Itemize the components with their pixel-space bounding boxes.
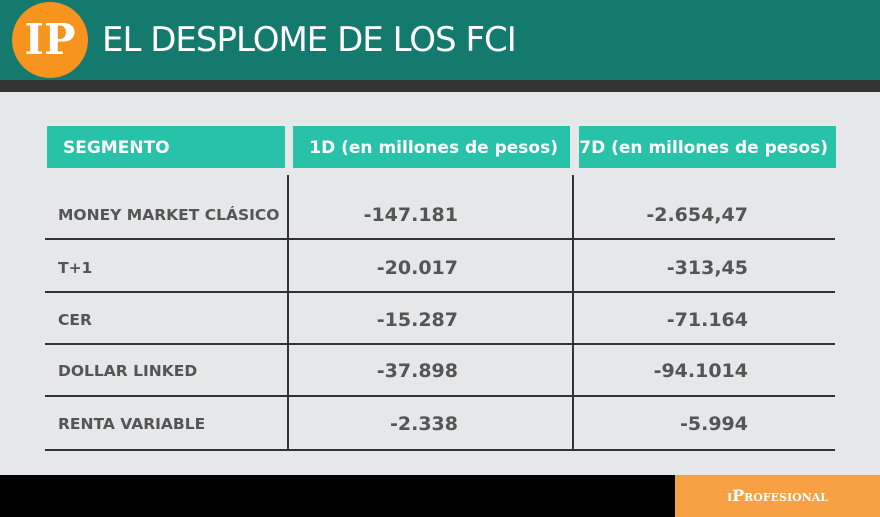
cell-value: -313,45 xyxy=(666,257,748,279)
column-header: 7D (en millones de pesos) xyxy=(579,126,836,168)
row-divider xyxy=(45,449,835,451)
cell-value: -15.287 xyxy=(376,309,458,331)
row-label: T+1 xyxy=(58,259,93,277)
cell-value: -71.164 xyxy=(666,309,748,331)
column-header: 1D (en millones de pesos) xyxy=(293,126,570,168)
cell-value: -20.017 xyxy=(376,257,458,279)
column-divider xyxy=(572,175,574,450)
cell-value: -37.898 xyxy=(376,360,458,382)
row-divider xyxy=(45,343,835,345)
row-label: RENTA VARIABLE xyxy=(58,415,206,433)
column-divider xyxy=(287,175,289,450)
header-bar xyxy=(0,0,880,80)
row-divider xyxy=(45,291,835,293)
cell-value: -2.338 xyxy=(390,413,458,435)
header-band xyxy=(0,80,880,92)
row-divider xyxy=(45,395,835,397)
row-divider xyxy=(45,238,835,240)
cell-value: -147.181 xyxy=(363,204,458,226)
cell-value: -5.994 xyxy=(680,413,748,435)
cell-value: -2.654,47 xyxy=(646,204,748,226)
title: EL DESPLOME DE LOS FCI xyxy=(102,20,517,60)
cell-value: -94.1014 xyxy=(653,360,748,382)
logo: IP xyxy=(12,2,88,78)
brand: iProfesional xyxy=(675,475,880,517)
row-label: CER xyxy=(58,311,92,329)
row-label: DOLLAR LINKED xyxy=(58,362,198,380)
column-header: SEGMENTO xyxy=(47,126,285,168)
row-label: MONEY MARKET CLÁSICO xyxy=(58,206,280,224)
